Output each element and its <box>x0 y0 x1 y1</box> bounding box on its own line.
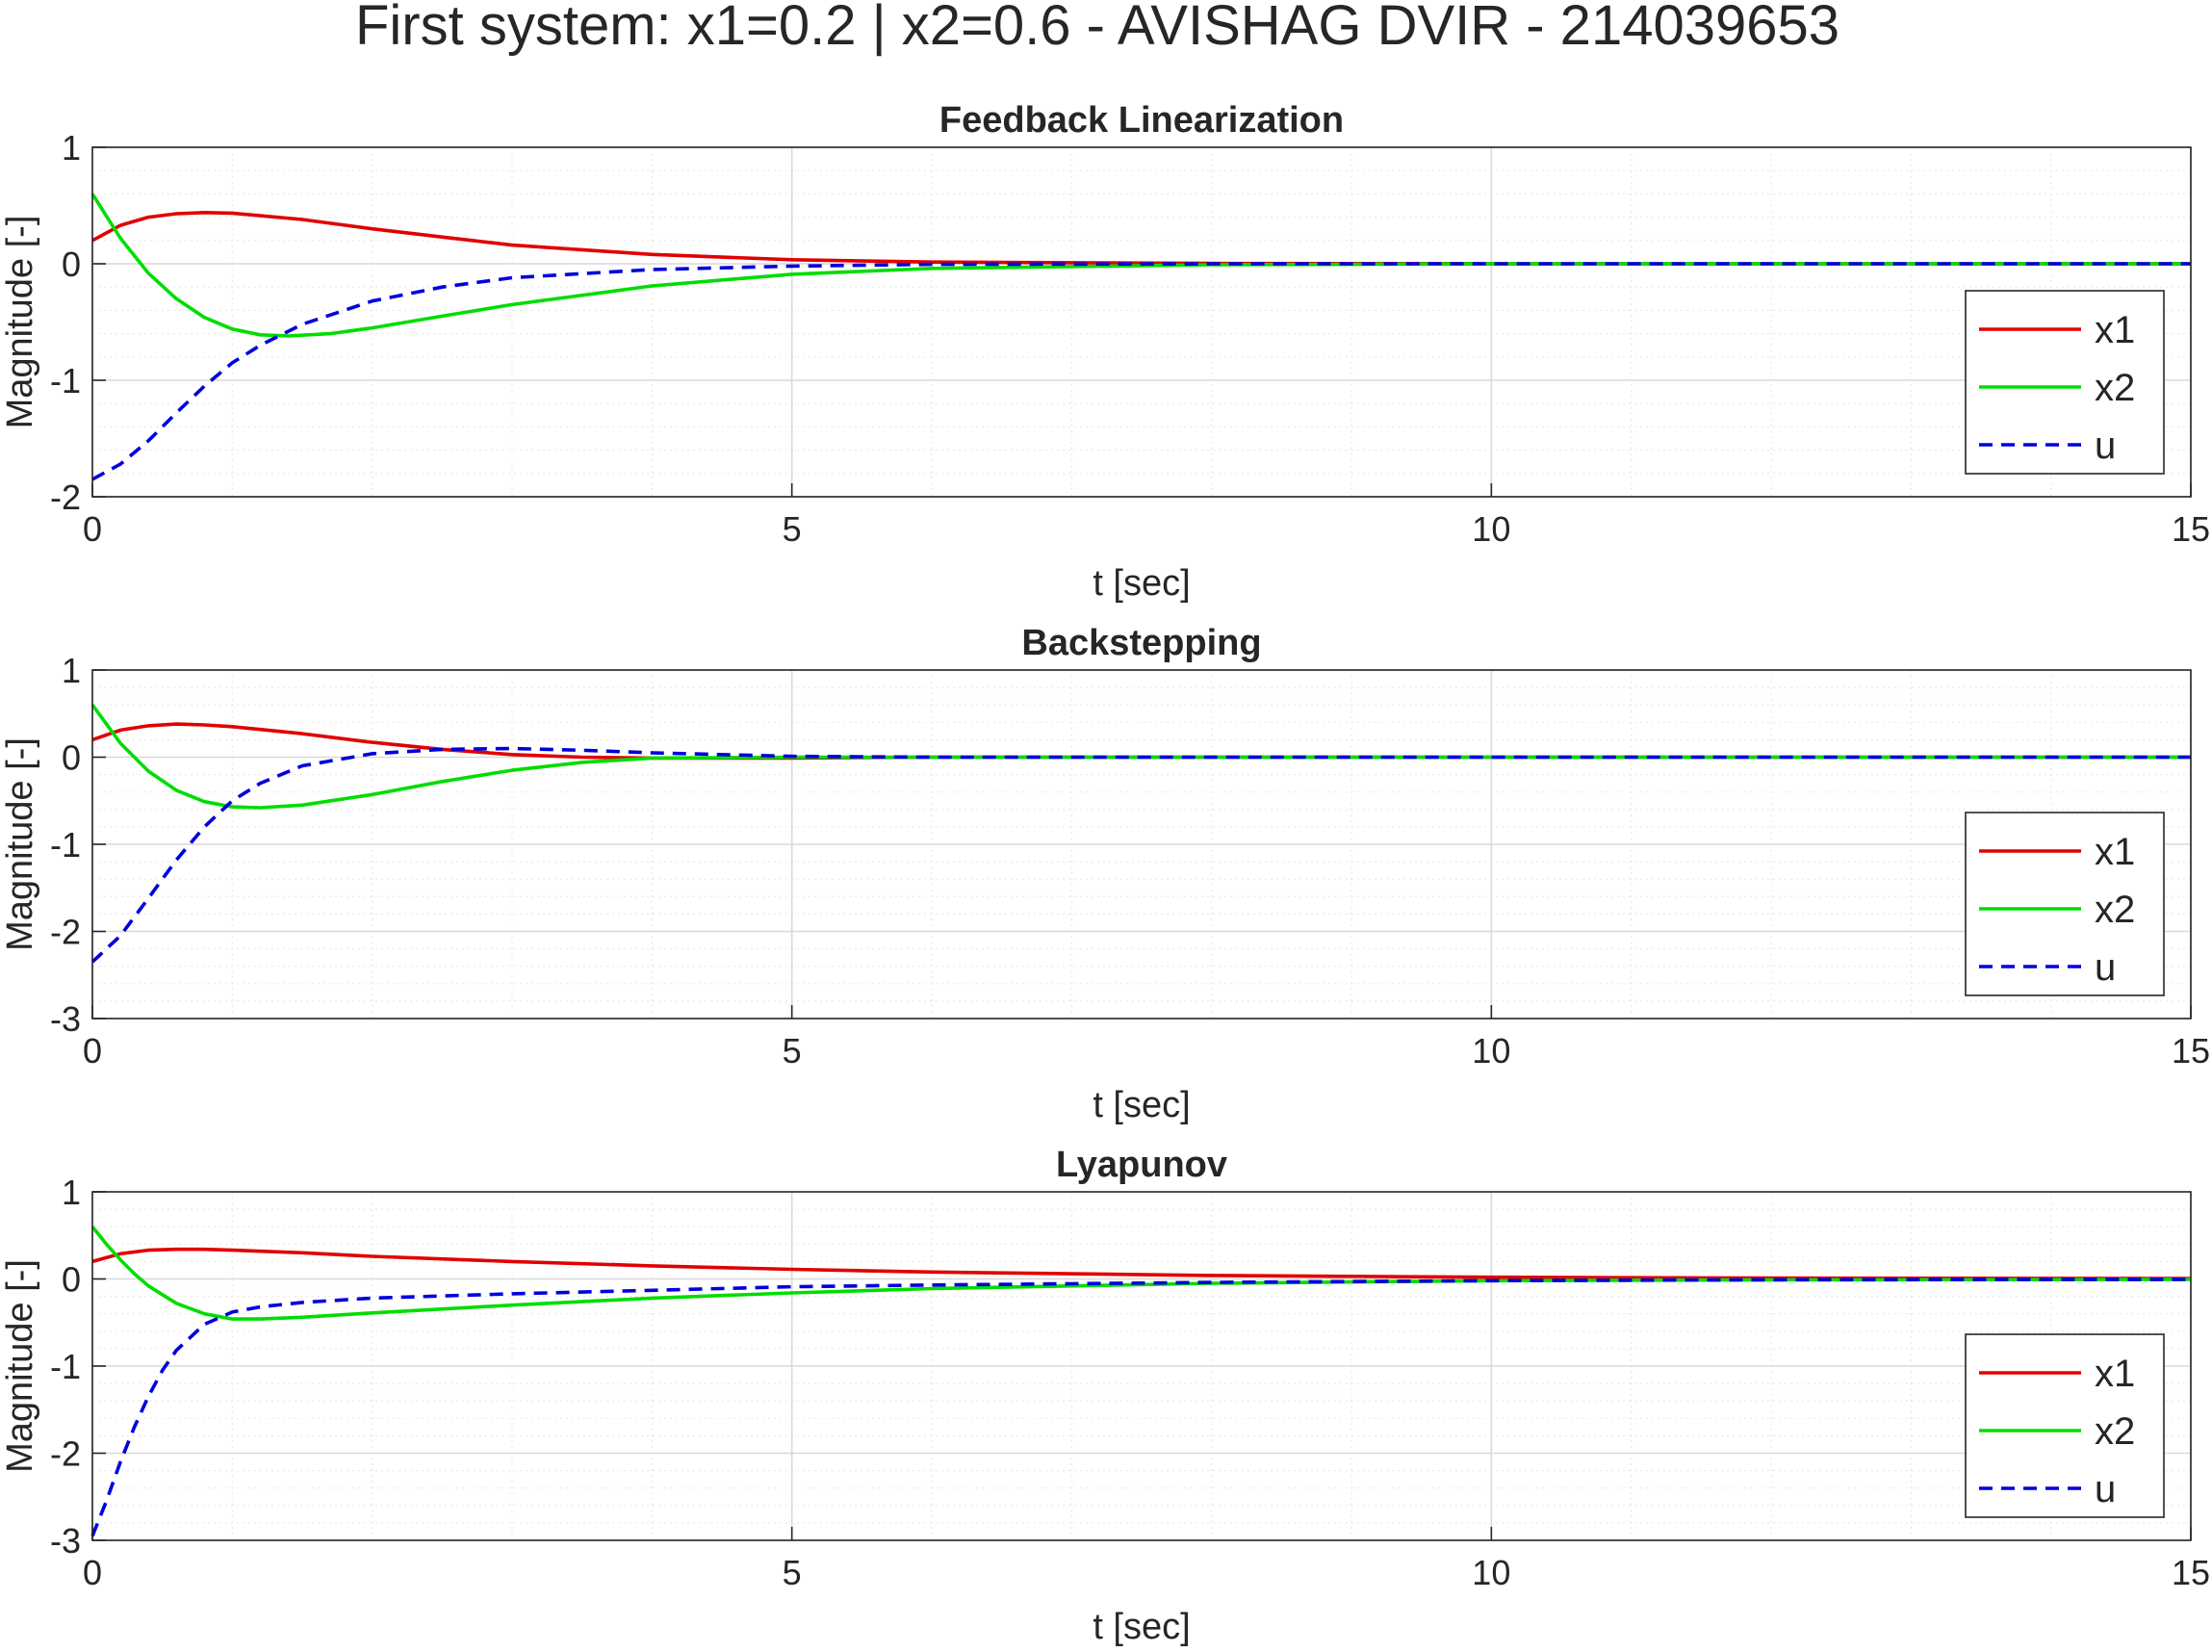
y-tick-label: -1 <box>50 1347 81 1386</box>
y-axis-label: Magnitude [-] <box>0 216 40 429</box>
x-tick-label: 15 <box>2172 1031 2210 1071</box>
y-tick-label: -3 <box>50 1521 81 1561</box>
y-tick-label: 1 <box>62 651 81 690</box>
legend-box <box>1965 812 2165 996</box>
legend-box <box>1965 290 2165 475</box>
y-tick-label: -2 <box>50 913 81 952</box>
series-line-x1 <box>91 1247 2192 1280</box>
x-tick-label: 0 <box>83 1553 102 1592</box>
subplot-title: Feedback Linearization <box>939 100 1344 141</box>
y-tick-label: -2 <box>50 1434 81 1474</box>
legend-label-u: u <box>2095 425 2116 467</box>
x-tick-label: 5 <box>783 1553 802 1592</box>
series-line-x2 <box>90 1226 2192 1321</box>
x-tick-label: 5 <box>783 509 802 549</box>
y-tick-label: 1 <box>62 128 81 168</box>
x-tick-label: 10 <box>1472 509 1510 549</box>
legend-label-x1: x1 <box>2095 1353 2135 1395</box>
y-tick-label: 0 <box>62 1260 81 1300</box>
subplot-1: 0 5 10 15 -2 -1 0 1 Feedback Linearization t [sec… <box>0 100 2210 604</box>
x-tick-label: 10 <box>1472 1553 1510 1592</box>
legend: x1 x2 u <box>1965 1333 2165 1518</box>
figure-title: First system: x1=0.2 | x2=0.6 - AVISHAG … <box>355 0 1839 57</box>
x-axis-label: t [sec] <box>1093 1085 1190 1125</box>
series-line-x1 <box>91 211 2191 266</box>
subplot-title: Lyapunov <box>1056 1145 1227 1185</box>
y-tick-label: 0 <box>62 245 81 284</box>
series-line-x2 <box>90 193 2191 338</box>
legend: x1 x2 u <box>1965 290 2165 475</box>
x-tick-label: 0 <box>83 509 102 549</box>
axes-box <box>91 146 2192 498</box>
legend-label-u: u <box>2095 1468 2116 1510</box>
y-tick-label: 0 <box>62 738 81 778</box>
x-tick-label: 0 <box>83 1031 102 1071</box>
y-axis-label: Magnitude [-] <box>0 1259 40 1473</box>
legend-label-x2: x2 <box>2095 367 2135 409</box>
y-axis-label: Magnitude [-] <box>0 737 40 951</box>
subplot-title: Backstepping <box>1021 623 1261 663</box>
y-tick-label: 1 <box>62 1173 81 1212</box>
series-line-u <box>91 262 2191 481</box>
x-axis-label: t [sec] <box>1093 1607 1190 1647</box>
legend-label-u: u <box>2095 946 2116 989</box>
x-tick-label: 5 <box>783 1031 802 1071</box>
series-line-u <box>90 746 2191 964</box>
legend-label-x1: x1 <box>2095 309 2135 351</box>
x-tick-label: 15 <box>2172 509 2210 549</box>
x-tick-label: 15 <box>2172 1553 2210 1592</box>
plot-area <box>92 147 2191 497</box>
series-line-u <box>90 1278 2192 1537</box>
x-axis-label: t [sec] <box>1093 563 1190 604</box>
legend-label-x2: x2 <box>2095 1410 2135 1453</box>
subplot-2: 0 5 10 15 -3 -2 -1 0 1 Backstepping t [sec] Magnitu… <box>0 623 2210 1125</box>
y-tick-label: -3 <box>50 999 81 1039</box>
legend: x1 x2 u <box>1965 812 2165 996</box>
y-tick-label: -1 <box>50 825 81 865</box>
legend-box <box>1965 1333 2165 1518</box>
y-tick-label: -1 <box>50 361 81 400</box>
x-tick-label: 10 <box>1472 1031 1510 1071</box>
legend-label-x2: x2 <box>2095 889 2135 931</box>
y-tick-label: -2 <box>50 478 81 517</box>
subplot-3: 0 5 10 15 -3 -2 -1 0 1 Lyapunov t [sec] Magnitude [… <box>0 1145 2210 1647</box>
legend-label-x1: x1 <box>2095 831 2135 873</box>
